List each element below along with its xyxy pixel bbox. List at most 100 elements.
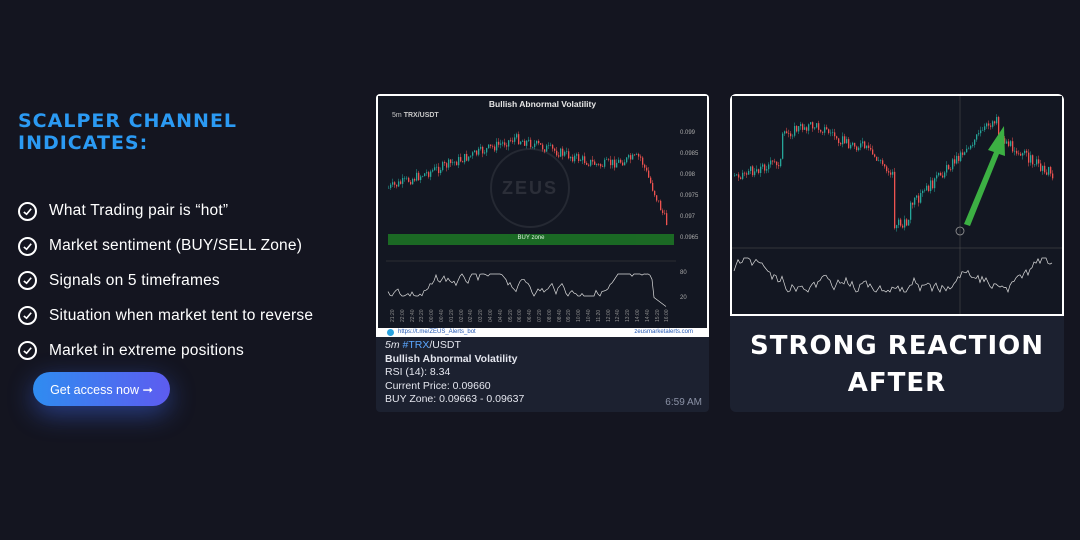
x-tick-label: 22:40: [409, 309, 416, 322]
candle: [432, 168, 434, 173]
candle: [850, 142, 852, 150]
candle: [794, 122, 796, 138]
candle: [568, 148, 570, 160]
candle: [442, 160, 444, 172]
candle: [828, 128, 830, 135]
candle: [934, 177, 936, 192]
headline: SCALPER CHANNEL INDICATES:: [18, 110, 238, 154]
candle: [594, 159, 596, 166]
candle: [450, 159, 452, 168]
feature-item: Market in extreme positions: [18, 333, 358, 368]
candle: [596, 163, 598, 167]
candle: [1022, 152, 1024, 160]
candle: [880, 159, 882, 164]
candle: [1008, 138, 1010, 148]
candle: [570, 156, 572, 162]
candle: [454, 161, 456, 166]
message-timeframe: 5m: [385, 339, 400, 351]
candle: [770, 157, 772, 168]
candle: [816, 123, 818, 129]
candle: [778, 162, 780, 170]
candle: [422, 175, 424, 178]
candle: [452, 158, 454, 166]
reaction-line-2: AFTER: [847, 368, 947, 398]
candle: [440, 167, 442, 176]
candle: [996, 114, 998, 126]
pair-hashtag[interactable]: #TRX: [402, 339, 430, 351]
message-time: 6:59 AM: [665, 397, 702, 408]
x-tick-label: 07:20: [537, 309, 543, 322]
x-tick-label: 14:00: [635, 309, 641, 322]
candle: [488, 144, 490, 149]
zeus-logo: ZEUS: [490, 148, 570, 228]
candle: [810, 121, 812, 125]
x-tick-label: 21:20: [390, 309, 396, 322]
message-header: 5m #TRX/USDT: [385, 339, 524, 353]
candle: [878, 156, 880, 162]
candle: [496, 138, 498, 154]
feature-list: What Trading pair is “hot” Market sentim…: [18, 194, 358, 368]
candle: [1014, 147, 1016, 156]
candle: [1026, 148, 1028, 157]
x-tick-label: 14:40: [644, 309, 651, 322]
x-tick-label: 13:20: [625, 309, 632, 322]
candle: [414, 177, 416, 182]
candle: [470, 155, 472, 158]
candle: [1004, 136, 1006, 144]
candle: [780, 158, 782, 168]
rsi-line: [387, 273, 667, 307]
candle: [824, 124, 826, 136]
candle: [650, 175, 652, 184]
after-chart-plot: [732, 96, 1062, 314]
bot-link[interactable]: https://t.me/ZEUS_Alerts_bot: [398, 328, 476, 335]
candle: [564, 150, 566, 157]
candle: [550, 142, 552, 147]
candle: [608, 158, 610, 162]
candle: [400, 179, 402, 185]
candle: [788, 129, 790, 138]
message-price: Current Price: 0.09660: [385, 379, 491, 392]
after-card: STRONG REACTION AFTER: [730, 94, 1064, 412]
candle: [992, 120, 994, 129]
candle: [882, 158, 884, 166]
candle: [798, 126, 800, 135]
candle: [482, 145, 484, 158]
candle: [772, 160, 774, 165]
candle: [638, 152, 640, 160]
site-link[interactable]: zeusmarketalerts.com: [634, 328, 693, 335]
candle: [978, 129, 980, 137]
y-tick-label: 0.097: [680, 214, 696, 220]
candle: [492, 144, 494, 149]
candle: [522, 139, 524, 142]
candle: [966, 144, 968, 153]
candle: [426, 169, 428, 176]
candle: [484, 149, 486, 155]
candle: [942, 171, 944, 179]
candle: [932, 177, 934, 190]
x-tick-label: 12:40: [615, 309, 622, 322]
candle: [580, 158, 582, 162]
candle: [874, 153, 876, 158]
candle: [774, 158, 776, 164]
candle: [990, 123, 992, 130]
candle: [584, 152, 586, 165]
candle: [602, 164, 604, 168]
candle: [406, 176, 408, 181]
candle: [398, 178, 400, 188]
buy-zone: BUY zone: [388, 234, 674, 245]
candle: [946, 161, 948, 176]
candle: [862, 137, 864, 147]
candle: [1050, 165, 1052, 177]
candle: [480, 143, 482, 151]
get-access-button[interactable]: Get access now ➞: [33, 372, 170, 406]
rsi-tick-label: 80: [680, 270, 687, 276]
x-tick-label: 06:40: [527, 309, 534, 322]
candle: [900, 217, 902, 228]
candle: [994, 120, 996, 126]
candle: [742, 169, 744, 181]
candle: [986, 122, 988, 129]
candle: [434, 164, 436, 171]
reaction-line-1: STRONG REACTION: [750, 331, 1044, 361]
candle: [836, 135, 838, 141]
candle: [792, 133, 794, 140]
